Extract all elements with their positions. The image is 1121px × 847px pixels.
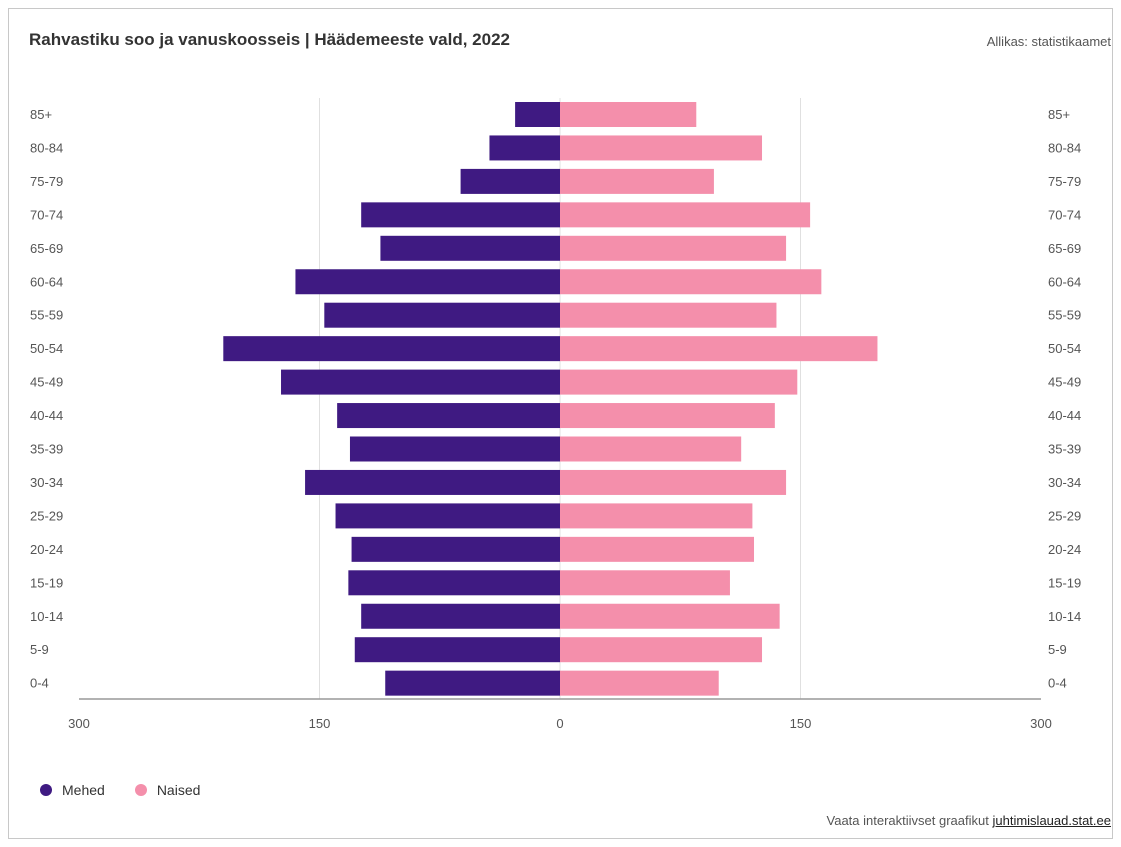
bar-female-80-84[interactable]	[560, 135, 763, 161]
x-tick-1: 150	[309, 716, 331, 731]
bar-female-55-59[interactable]	[560, 302, 777, 328]
bar-female-70-74[interactable]	[560, 202, 811, 228]
bar-male-65-69[interactable]	[380, 235, 560, 261]
y-tick-left-70-74: 70-74	[30, 207, 63, 222]
y-tick-left-75-79: 75-79	[30, 174, 63, 189]
bar-female-65-69[interactable]	[560, 235, 787, 261]
bar-female-5-9[interactable]	[560, 637, 763, 663]
bar-female-85+[interactable]	[560, 102, 697, 127]
y-tick-left-10-14: 10-14	[30, 609, 63, 624]
y-tick-right-5-9: 5-9	[1048, 642, 1067, 657]
footer-text: Vaata interaktiivset graafikut	[826, 813, 989, 828]
footer-link[interactable]: juhtimislauad.stat.ee	[992, 813, 1111, 828]
bar-male-35-39[interactable]	[349, 436, 560, 462]
y-tick-left-80-84: 80-84	[30, 140, 63, 155]
y-tick-left-60-64: 60-64	[30, 274, 63, 289]
bars-layer	[223, 102, 878, 696]
y-tick-right-20-24: 20-24	[1048, 542, 1081, 557]
bar-female-50-54[interactable]	[560, 336, 878, 362]
y-tick-left-20-24: 20-24	[30, 542, 63, 557]
y-tick-left-40-44: 40-44	[30, 408, 63, 423]
bar-male-20-24[interactable]	[351, 536, 560, 562]
y-tick-right-25-29: 25-29	[1048, 508, 1081, 523]
y-tick-right-45-49: 45-49	[1048, 375, 1081, 390]
bar-male-40-44[interactable]	[337, 403, 560, 429]
bar-male-70-74[interactable]	[361, 202, 560, 228]
chart-title: Rahvastiku soo ja vanuskoosseis | Häädem…	[29, 30, 510, 49]
legend-label-female: Naised	[156, 782, 201, 798]
x-tick-2: 0	[556, 716, 563, 731]
legend-label-male: Mehed	[62, 782, 105, 798]
y-tick-left-15-19: 15-19	[30, 575, 63, 590]
legend: Mehed Naised	[40, 782, 200, 798]
bar-female-35-39[interactable]	[560, 436, 742, 462]
bar-male-60-64[interactable]	[295, 269, 560, 295]
x-tick-4: 300	[1030, 716, 1052, 731]
y-tick-left-55-59: 55-59	[30, 308, 63, 323]
bar-male-75-79[interactable]	[460, 168, 560, 194]
x-tick-3: 150	[790, 716, 812, 731]
labels-layer: 85+ 85+ 80-84 80-84 75-79 75-79 70-74 70-74 65-6…	[30, 107, 1081, 731]
bar-female-60-64[interactable]	[560, 269, 822, 295]
bar-female-0-4[interactable]	[560, 670, 719, 696]
bar-male-55-59[interactable]	[324, 302, 560, 328]
legend-item-male[interactable]: Mehed	[40, 782, 105, 798]
y-tick-right-0-4: 0-4	[1048, 676, 1067, 691]
y-tick-right-35-39: 35-39	[1048, 442, 1081, 457]
legend-dot-male-icon	[40, 784, 52, 796]
y-tick-right-65-69: 65-69	[1048, 241, 1081, 256]
bar-male-85+[interactable]	[515, 102, 560, 127]
bar-female-75-79[interactable]	[560, 168, 714, 194]
y-tick-right-75-79: 75-79	[1048, 174, 1081, 189]
y-tick-right-55-59: 55-59	[1048, 308, 1081, 323]
y-tick-right-30-34: 30-34	[1048, 475, 1081, 490]
y-tick-left-5-9: 5-9	[30, 642, 49, 657]
bar-female-40-44[interactable]	[560, 403, 775, 429]
bar-male-0-4[interactable]	[385, 670, 560, 696]
bar-male-5-9[interactable]	[354, 637, 560, 663]
y-tick-left-25-29: 25-29	[30, 508, 63, 523]
y-tick-right-85+: 85+	[1048, 107, 1070, 122]
y-tick-left-50-54: 50-54	[30, 341, 63, 356]
bar-male-80-84[interactable]	[489, 135, 560, 161]
bar-female-20-24[interactable]	[560, 536, 755, 562]
y-tick-right-80-84: 80-84	[1048, 140, 1081, 155]
bar-female-10-14[interactable]	[560, 603, 780, 629]
y-tick-right-50-54: 50-54	[1048, 341, 1081, 356]
bar-male-45-49[interactable]	[281, 369, 560, 395]
bar-male-50-54[interactable]	[223, 336, 561, 362]
y-tick-right-40-44: 40-44	[1048, 408, 1081, 423]
bar-female-25-29[interactable]	[560, 503, 753, 529]
bar-male-10-14[interactable]	[361, 603, 560, 629]
y-tick-left-65-69: 65-69	[30, 241, 63, 256]
bar-female-15-19[interactable]	[560, 570, 730, 596]
y-tick-right-10-14: 10-14	[1048, 609, 1081, 624]
y-tick-left-35-39: 35-39	[30, 442, 63, 457]
bar-male-25-29[interactable]	[335, 503, 560, 529]
y-tick-left-30-34: 30-34	[30, 475, 63, 490]
bar-female-45-49[interactable]	[560, 369, 798, 395]
bar-female-30-34[interactable]	[560, 469, 787, 495]
y-tick-right-15-19: 15-19	[1048, 575, 1081, 590]
y-tick-right-60-64: 60-64	[1048, 274, 1081, 289]
legend-dot-female-icon	[134, 784, 147, 796]
source-label: Allikas: statistikaamet	[986, 34, 1111, 49]
bar-male-30-34[interactable]	[305, 469, 560, 495]
x-tick-0: 300	[68, 716, 90, 731]
legend-item-female[interactable]: Naised	[134, 782, 201, 798]
y-tick-left-45-49: 45-49	[30, 375, 63, 390]
y-tick-right-70-74: 70-74	[1048, 207, 1081, 222]
grid-layer	[79, 98, 1041, 700]
bar-male-15-19[interactable]	[348, 570, 560, 596]
footer: Vaata interaktiivset graafikut juhtimisl…	[827, 813, 1111, 828]
y-tick-left-0-4: 0-4	[30, 676, 49, 691]
y-tick-left-85+: 85+	[30, 107, 52, 122]
